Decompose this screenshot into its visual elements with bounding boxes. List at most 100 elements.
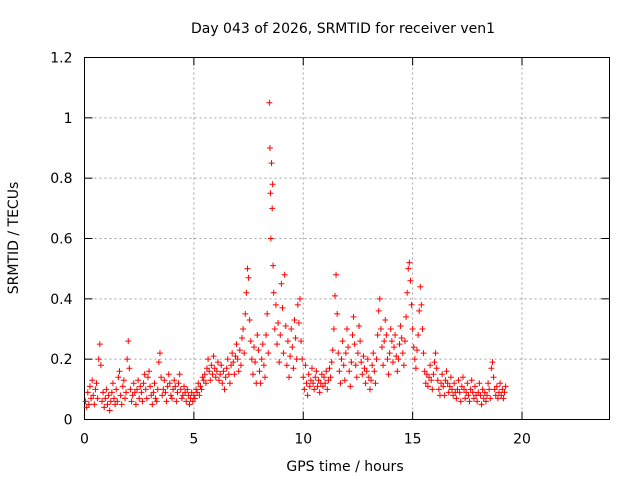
data-point — [368, 377, 375, 384]
data-point — [380, 362, 387, 369]
data-point — [151, 380, 158, 387]
data-point — [229, 350, 236, 357]
data-point — [251, 344, 258, 351]
data-point — [430, 371, 437, 378]
data-point — [283, 362, 290, 369]
data-point — [314, 383, 321, 390]
grid-layer — [84, 57, 610, 420]
y-tick-label: 0.8 — [50, 171, 72, 187]
data-point — [374, 332, 381, 339]
y-axis-label: SRMTID / TECUs — [6, 182, 22, 295]
data-point — [462, 395, 469, 402]
data-point — [137, 383, 144, 390]
data-point — [497, 380, 504, 387]
data-point — [469, 389, 476, 396]
data-point — [403, 313, 410, 320]
data-point — [439, 371, 446, 378]
data-point — [223, 365, 230, 372]
data-point — [267, 190, 274, 197]
data-point — [261, 374, 268, 381]
data-point — [89, 377, 96, 384]
data-point — [114, 398, 121, 405]
data-point — [456, 389, 463, 396]
x-axis-label: GPS time / hours — [286, 459, 403, 475]
data-point — [219, 380, 226, 387]
data-point — [502, 383, 509, 390]
data-point — [442, 377, 449, 384]
x-tick-label: 5 — [189, 432, 198, 448]
data-point — [148, 392, 155, 399]
data-point — [240, 326, 247, 332]
data-point — [385, 371, 392, 378]
data-point — [252, 359, 259, 366]
data-point — [335, 350, 342, 357]
data-point — [313, 368, 320, 375]
data-point — [256, 368, 263, 375]
data-point — [143, 395, 150, 402]
data-point — [354, 350, 361, 357]
data-point — [435, 386, 442, 393]
data-point — [363, 368, 370, 375]
data-point — [455, 377, 462, 384]
data-point — [178, 395, 185, 402]
data-point — [181, 383, 188, 390]
data-point — [282, 322, 289, 329]
data-point — [433, 365, 440, 372]
data-point — [125, 338, 132, 345]
data-point — [364, 356, 371, 363]
data-point — [344, 326, 350, 332]
data-point — [211, 365, 218, 372]
data-point — [182, 389, 189, 396]
data-point — [410, 344, 417, 351]
data-point — [222, 374, 229, 381]
data-point — [166, 380, 173, 387]
data-point — [96, 341, 103, 348]
data-point — [298, 338, 305, 345]
data-point — [450, 392, 457, 399]
data-point — [302, 362, 309, 369]
data-point — [131, 389, 138, 396]
data-point — [347, 383, 354, 390]
data-point — [126, 365, 133, 372]
data-point — [242, 310, 249, 317]
data-point — [267, 145, 273, 151]
data-point — [499, 386, 506, 393]
data-point — [163, 398, 170, 405]
x-tick-label: 10 — [294, 432, 312, 448]
data-point — [401, 338, 408, 345]
data-point — [447, 374, 454, 381]
data-point — [127, 386, 134, 393]
data-point — [139, 398, 146, 405]
data-point — [191, 395, 198, 402]
data-point — [210, 353, 217, 360]
data-point — [108, 389, 115, 396]
data-point — [105, 392, 112, 399]
data-point — [149, 401, 156, 408]
data-point — [86, 383, 93, 390]
data-point — [109, 380, 116, 387]
data-point — [482, 398, 489, 405]
data-point — [477, 392, 484, 399]
data-point — [478, 401, 485, 408]
data-point — [386, 350, 393, 357]
data-point — [199, 374, 206, 381]
data-point — [205, 356, 212, 363]
data-point — [333, 271, 340, 278]
data-point — [342, 350, 349, 357]
data-point — [271, 326, 278, 332]
data-point — [419, 326, 426, 332]
data-point — [398, 335, 405, 342]
data-point — [258, 356, 265, 363]
data-point — [175, 380, 182, 387]
data-point — [296, 295, 303, 302]
data-point — [103, 386, 110, 393]
data-point — [370, 350, 377, 357]
data-point — [146, 368, 153, 375]
data-point — [111, 395, 118, 402]
data-point — [84, 389, 91, 396]
data-point — [428, 377, 435, 384]
data-point — [248, 356, 255, 363]
data-point — [429, 386, 436, 393]
data-point — [352, 362, 359, 369]
